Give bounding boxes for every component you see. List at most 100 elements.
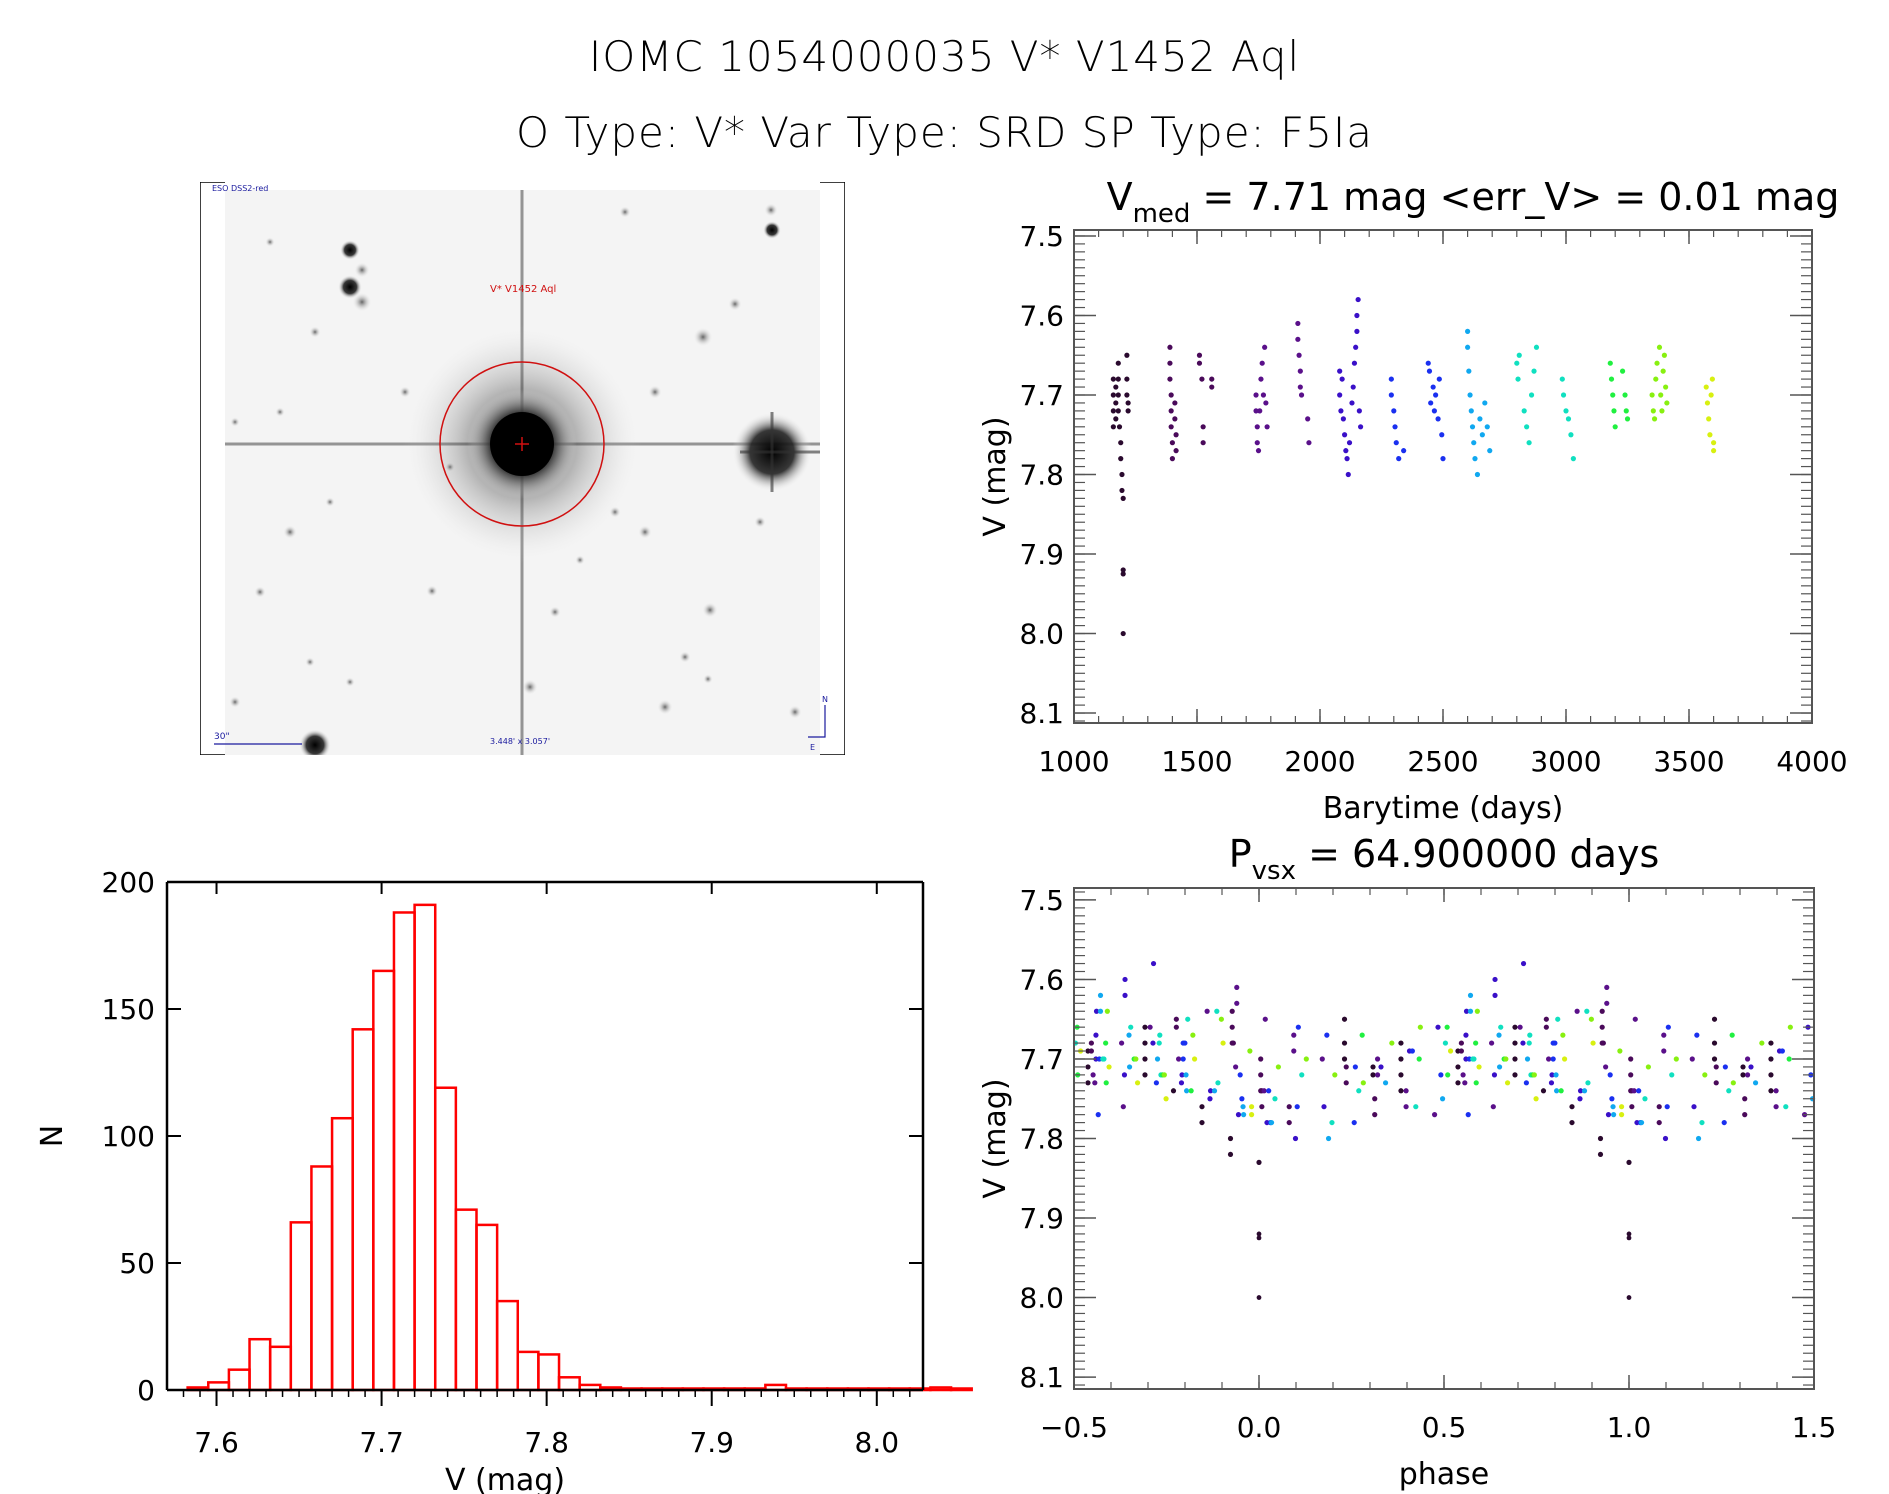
histogram-bar [929, 1386, 953, 1392]
phased-point [1605, 1112, 1612, 1118]
lightcurve-point [1199, 376, 1205, 382]
phased-point [1549, 1072, 1555, 1078]
phased-point [1729, 1032, 1735, 1038]
lightcurve-point [1482, 400, 1488, 406]
phased-point [1496, 1064, 1503, 1070]
field-star [275, 407, 285, 417]
phased-point [1372, 1112, 1378, 1118]
phased-point [1590, 1040, 1596, 1046]
phased-point [1183, 1072, 1189, 1078]
phased-point [1234, 1000, 1240, 1006]
phased-point [1496, 1032, 1502, 1038]
phased-point [1476, 1064, 1482, 1070]
phased-point [1642, 1096, 1648, 1102]
hist-xtick-label: 7.8 [524, 1426, 569, 1459]
phased-point [1157, 1032, 1163, 1038]
lightcurve-point [1356, 408, 1362, 414]
phased-point [1182, 1040, 1188, 1046]
lightcurve-point [1257, 408, 1263, 414]
phased-point [1275, 1064, 1281, 1070]
phased-point [1294, 1104, 1300, 1110]
phased-point [1161, 1072, 1167, 1078]
lightcurve-point [1565, 416, 1572, 422]
phased-point [1661, 1032, 1667, 1038]
phased-point [1142, 1072, 1148, 1078]
phased-point [1398, 1088, 1404, 1094]
lightcurve-point [1295, 320, 1301, 327]
phased-point [1447, 1048, 1454, 1054]
phased-point [1173, 1024, 1179, 1030]
lightcurve-point [1704, 400, 1711, 406]
phased-point [1103, 1040, 1109, 1046]
lightcurve-point [1345, 471, 1351, 478]
phased-point [1628, 1072, 1634, 1078]
phased-point [1233, 1064, 1239, 1070]
phased-point [1597, 1151, 1604, 1158]
lightcurve-point [1115, 408, 1121, 414]
lightcurve-point [1465, 344, 1471, 350]
ph-xtick-label: 0.5 [1422, 1411, 1467, 1444]
phased-point [1600, 1040, 1606, 1046]
phased-point [1492, 976, 1498, 983]
lightcurve-title-rest: = 7.71 mag <err_V> = 0.01 mag [1190, 175, 1839, 219]
phased-point [1341, 1040, 1348, 1046]
field-star [352, 292, 372, 312]
field-star [703, 674, 713, 684]
lightcurve-point [1349, 400, 1355, 406]
phased-point [1180, 1056, 1186, 1062]
phased-point [1256, 1159, 1262, 1165]
phased-point [1585, 1080, 1591, 1086]
lightcurve-point [1124, 392, 1130, 398]
phased-point [1360, 1080, 1366, 1086]
phased-point [1413, 1104, 1419, 1110]
lightcurve-point [1465, 328, 1471, 334]
phased-title-sub: vsx [1252, 856, 1296, 886]
lightcurve-point [1439, 432, 1445, 438]
lightcurve-point [1711, 448, 1717, 454]
phased-point [1558, 1088, 1564, 1094]
ph-ytick-label: 7.8 [1019, 1123, 1064, 1156]
phased-point [1398, 1072, 1404, 1078]
phased-point [1351, 1119, 1357, 1126]
lightcurve-point [1110, 408, 1116, 414]
phased-point [1248, 1112, 1255, 1118]
lightcurve-point [1167, 376, 1173, 382]
lightcurve-point [1428, 400, 1434, 406]
lightcurve-point [1711, 440, 1717, 446]
field-star [254, 586, 266, 598]
lightcurve-point [1660, 368, 1666, 374]
phased-point [1768, 1088, 1774, 1094]
field-star [657, 699, 673, 715]
phased-point [1577, 1096, 1583, 1102]
phased-point [1711, 1016, 1718, 1022]
compass-arrows [808, 705, 826, 738]
lightcurve-point [1113, 384, 1119, 390]
phased-point [1321, 1104, 1327, 1110]
lightcurve-point [1253, 392, 1259, 398]
histogram-bar [413, 903, 437, 1392]
lightcurve-point [1650, 408, 1656, 414]
phased-axes: −0.5 0.0 0.5 1.0 1.5 7.5 7.6 7.7 7.8 7.9 8.0 8.1 [1019, 884, 1836, 1444]
phased-point [1773, 1104, 1779, 1110]
phased-point [1744, 1072, 1751, 1078]
phased-point [1543, 1016, 1549, 1022]
phased-point [1248, 1104, 1255, 1110]
phased-point [1142, 1056, 1148, 1062]
phased-point [1752, 1080, 1759, 1086]
phased-point [1768, 1072, 1774, 1078]
phased-point [1097, 1008, 1104, 1014]
phased-point [1664, 1104, 1670, 1110]
phased-point [1199, 1119, 1205, 1126]
phased-point [1262, 1016, 1268, 1022]
phased-point [1768, 1056, 1774, 1062]
phased-point [1524, 1056, 1531, 1062]
ph-xtick-label: 0.0 [1237, 1411, 1282, 1444]
lightcurve-point [1339, 376, 1345, 382]
phased-point [1546, 1056, 1552, 1062]
lightcurve-point [1115, 360, 1121, 366]
phased-point [1463, 1032, 1469, 1038]
lightcurve-point [1338, 408, 1344, 414]
phased-point [1303, 1056, 1309, 1062]
phased-point [1259, 1104, 1265, 1110]
histogram-bar [516, 1350, 540, 1392]
